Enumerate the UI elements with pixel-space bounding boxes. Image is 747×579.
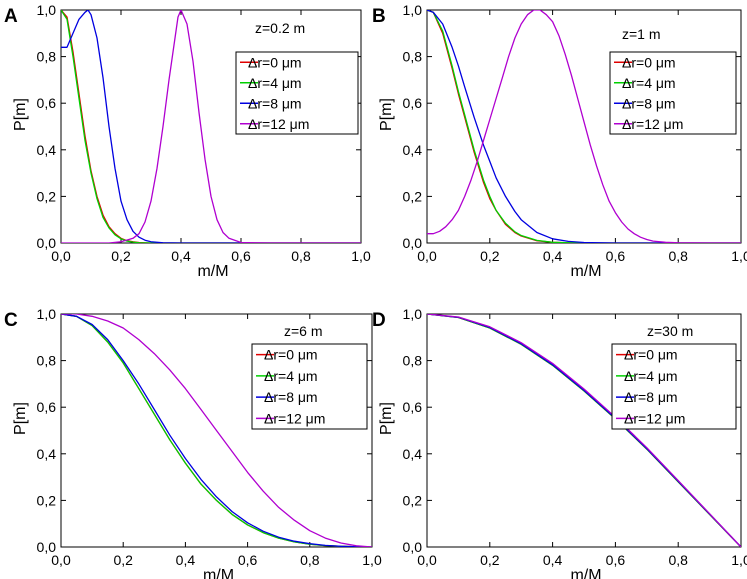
- chart-panel-b: B 0,0 0,2 0,4 0,6 0,8 1,0 0,0 0,2 0,4 0,6 0,8 1,0 m/M…: [372, 2, 747, 280]
- chart-panel-d: D 0,0 0,2 0,4 0,6 0,8 1,0 0,0 0,2 0,4 0,6 0,8 1,0 m/M…: [372, 306, 747, 579]
- series-line-2: [61, 10, 361, 243]
- y-tick-label: 0,8: [37, 49, 57, 65]
- plot-frame: [426, 313, 742, 548]
- y-tick-label: 0,2: [37, 188, 57, 204]
- legend-entry: Δr=0 μm: [264, 347, 318, 363]
- x-tick-label: 0,4: [543, 248, 563, 264]
- y-tick-label: 0,6: [403, 399, 423, 415]
- x-axis-label: m/M: [570, 567, 601, 579]
- legend-entry: Δr=8 μm: [264, 389, 318, 405]
- y-tick-label: 0,0: [403, 235, 423, 251]
- x-tick-label: 1,0: [351, 248, 371, 264]
- legend-entry: Δr=12 μm: [264, 410, 325, 426]
- legend-entry: Δr=12 μm: [248, 116, 309, 132]
- legend-entry: Δr=0 μm: [248, 54, 302, 70]
- y-tick-label: 0,0: [403, 539, 423, 555]
- panel-letter: A: [4, 6, 18, 27]
- y-tick-label: 0,0: [37, 235, 57, 251]
- legend-box: [235, 51, 359, 135]
- legend-entry: Δr=0 μm: [622, 54, 676, 70]
- legend-box: [611, 343, 737, 430]
- y-axis-label: P[m]: [12, 98, 29, 131]
- x-tick-label: 0,4: [543, 552, 563, 568]
- y-axis-label: P[m]: [378, 98, 395, 131]
- legend-entry: Δr=8 μm: [622, 95, 676, 111]
- legend-entry: Δr=8 μm: [248, 95, 302, 111]
- x-axis-label: m/M: [197, 263, 228, 280]
- x-tick-label: 0,8: [668, 552, 688, 568]
- y-tick-label: 0,6: [403, 95, 423, 111]
- z-annotation: z=0.2 m: [255, 20, 305, 36]
- legend-entry: Δr=0 μm: [624, 347, 678, 363]
- series-line-3: [427, 10, 741, 243]
- y-tick-label: 1,0: [403, 306, 423, 322]
- x-axis-label: m/M: [570, 263, 601, 280]
- x-tick-label: 0,0: [51, 552, 71, 568]
- z-annotation: z=1 m: [622, 26, 661, 42]
- y-tick-label: 1,0: [37, 2, 57, 18]
- x-tick-label: 0,4: [176, 552, 196, 568]
- y-tick-label: 0,2: [403, 188, 423, 204]
- plot-frame: [60, 313, 373, 548]
- y-tick-label: 0,8: [403, 353, 423, 369]
- x-tick-label: 1,0: [731, 552, 747, 568]
- y-tick-label: 1,0: [403, 2, 423, 18]
- legend-entry: Δr=8 μm: [624, 389, 678, 405]
- panel-letter: C: [4, 310, 18, 331]
- y-tick-label: 0,8: [37, 353, 57, 369]
- series-line-4: [61, 314, 372, 547]
- y-tick-label: 0,4: [403, 142, 423, 158]
- y-tick-label: 1,0: [37, 306, 57, 322]
- z-annotation: z=6 m: [284, 323, 323, 339]
- legend-entry: Δr=4 μm: [248, 75, 302, 91]
- y-tick-label: 0,8: [403, 49, 423, 65]
- x-tick-label: 0,0: [417, 248, 437, 264]
- legend-entry: Δr=4 μm: [624, 368, 678, 384]
- x-tick-label: 0,8: [668, 248, 688, 264]
- series-line-4: [61, 10, 361, 243]
- y-tick-label: 0,4: [37, 446, 57, 462]
- panel-letter: B: [372, 6, 386, 27]
- y-tick-label: 0,2: [37, 492, 57, 508]
- panel-letter: D: [372, 310, 386, 331]
- x-tick-label: 0,2: [480, 552, 500, 568]
- legend-entry: Δr=4 μm: [622, 75, 676, 91]
- y-axis-label: P[m]: [378, 402, 395, 435]
- y-tick-label: 0,4: [403, 446, 423, 462]
- legend-entry: Δr=4 μm: [264, 368, 318, 384]
- x-tick-label: 0,6: [606, 248, 626, 264]
- series-line-3: [61, 10, 361, 243]
- x-tick-label: 0,6: [606, 552, 626, 568]
- y-tick-label: 0,6: [37, 95, 57, 111]
- x-tick-label: 0,8: [291, 248, 311, 264]
- y-tick-label: 0,4: [37, 142, 57, 158]
- series-line-4: [427, 314, 741, 547]
- legend-box: [251, 343, 368, 430]
- y-tick-label: 0,6: [37, 399, 57, 415]
- y-axis-label: P[m]: [12, 402, 29, 435]
- x-tick-label: 0,0: [51, 248, 71, 264]
- x-tick-label: 0,2: [113, 552, 133, 568]
- x-tick-label: 0,0: [417, 552, 437, 568]
- legend-entry: Δr=12 μm: [622, 116, 683, 132]
- series-line-3: [61, 314, 372, 547]
- legend-entry: Δr=12 μm: [624, 410, 685, 426]
- x-tick-label: 0,2: [480, 248, 500, 264]
- x-tick-label: 0,6: [238, 552, 258, 568]
- x-axis-label: m/M: [203, 567, 234, 579]
- chart-panel-a: A 0,0 0,2 0,4 0,6 0,8 1,0 0,0 0,2 0,4 0,6 0,8 1,0 m/M…: [4, 2, 371, 280]
- legend-box: [609, 51, 737, 135]
- x-tick-label: 0,4: [171, 248, 191, 264]
- y-tick-label: 0,2: [403, 492, 423, 508]
- x-tick-label: 0,6: [231, 248, 251, 264]
- x-tick-label: 0,8: [300, 552, 320, 568]
- chart-panel-c: C 0,0 0,2 0,4 0,6 0,8 1,0 0,0 0,2 0,4 0,6 0,8 1,0 m/M…: [4, 306, 382, 579]
- x-tick-label: 1,0: [731, 248, 747, 264]
- series-line-4: [427, 10, 741, 243]
- x-tick-label: 1,0: [362, 552, 382, 568]
- y-tick-label: 0,0: [37, 539, 57, 555]
- z-annotation: z=30 m: [647, 323, 693, 339]
- x-tick-label: 0,2: [111, 248, 131, 264]
